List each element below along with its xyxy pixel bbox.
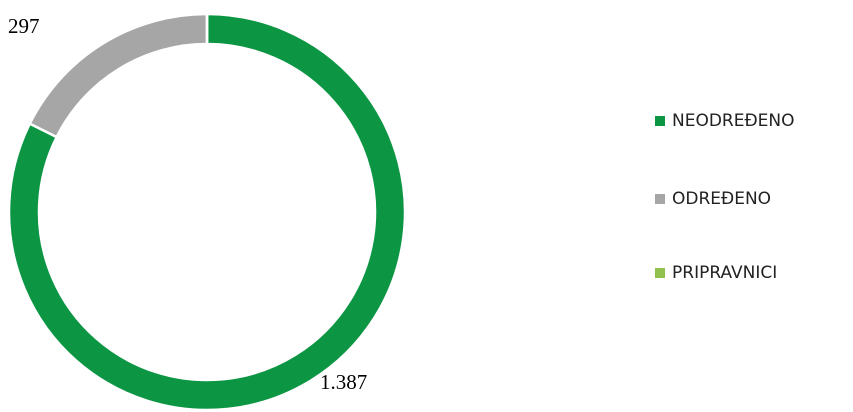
legend-label: ODREĐENO	[672, 189, 771, 209]
legend-swatch	[655, 268, 665, 278]
legend-swatch	[655, 194, 665, 204]
legend-label: PRIPRAVNICI	[672, 263, 777, 283]
legend-label: NEODREĐENO	[672, 111, 795, 131]
donut-slice	[28, 12, 209, 139]
donut-slice	[7, 12, 407, 412]
value-label: 297	[8, 14, 40, 38]
legend-swatch	[655, 116, 665, 126]
value-label: 1.387	[320, 370, 367, 394]
